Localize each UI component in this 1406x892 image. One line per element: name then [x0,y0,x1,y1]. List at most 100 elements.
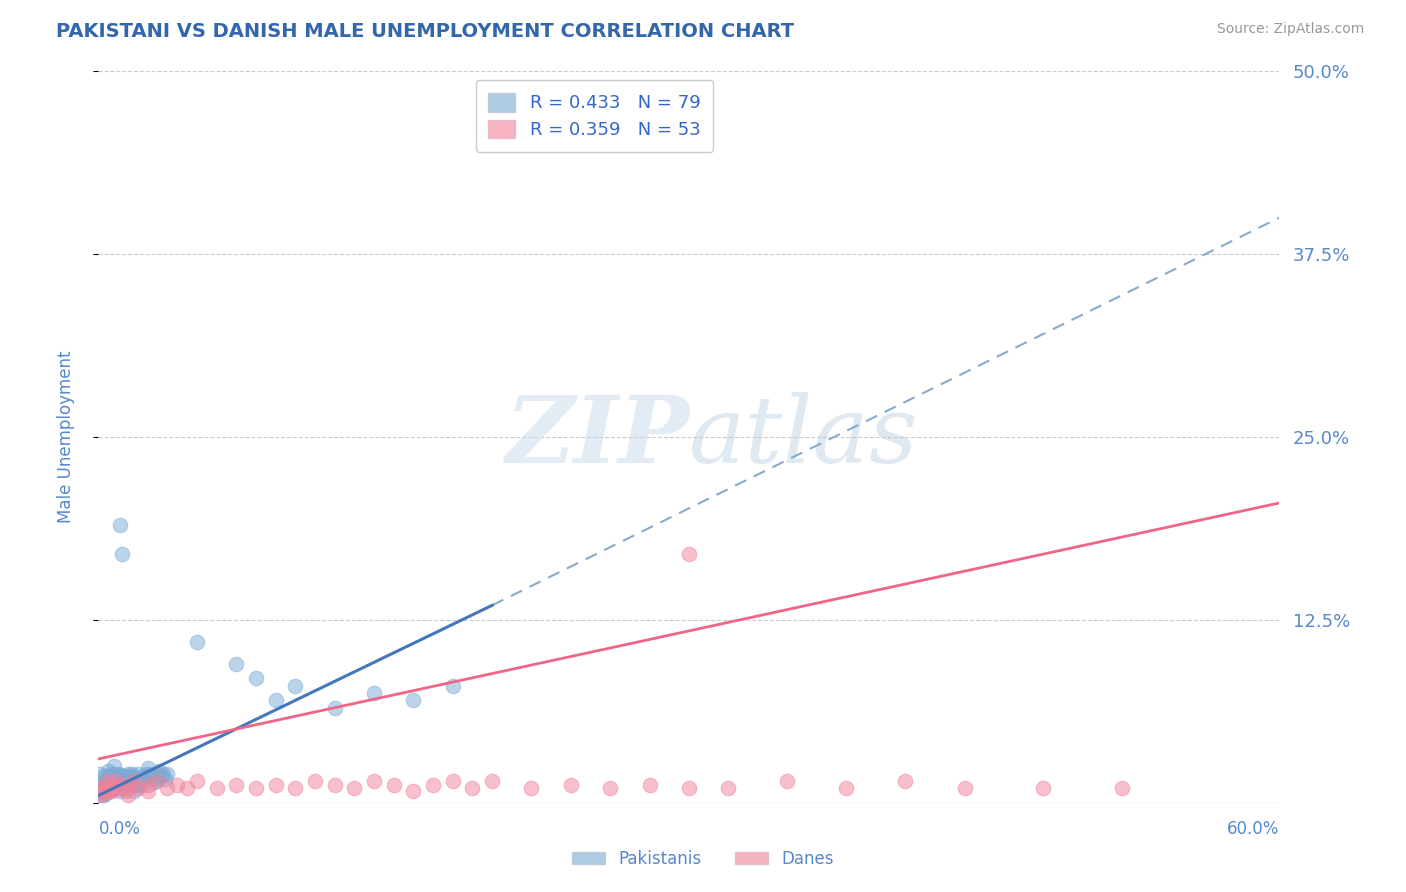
Point [136,761,159,775]
Point [122,773,145,788]
Point [127,766,149,780]
Text: atlas: atlas [689,392,918,482]
Point [117,766,139,780]
Point [111,547,134,561]
Point [98,782,121,797]
Point [141,769,163,783]
Point [96,778,118,792]
Point [481,773,503,788]
Point [138,766,160,780]
Point [103,759,125,773]
Point [150,769,173,783]
Point [111,768,134,782]
Point [93,784,115,798]
Point [108,784,131,798]
Point [953,781,976,796]
Point [101,766,124,780]
Point [152,766,174,780]
Point [118,778,141,792]
Text: 60.0%: 60.0% [1227,820,1279,838]
Point [111,781,134,796]
Point [382,778,405,792]
Point [323,778,346,792]
Point [461,781,484,796]
Point [118,773,141,788]
Point [146,773,169,788]
Point [91,773,114,788]
Point [142,775,165,789]
Point [599,781,621,796]
Point [284,679,307,693]
Point [96,775,118,789]
Point [107,769,129,783]
Point [638,778,661,792]
Point [97,772,120,787]
Point [118,769,141,783]
Point [678,547,700,561]
Point [343,781,366,796]
Point [264,693,287,707]
Point [108,772,131,787]
Point [97,773,120,788]
Point [128,772,150,787]
Point [121,766,143,780]
Point [89,789,111,803]
Point [112,781,135,796]
Point [145,772,167,787]
Legend: R = 0.433   N = 79, R = 0.359   N = 53: R = 0.433 N = 79, R = 0.359 N = 53 [475,80,713,152]
Point [186,773,208,788]
Point [136,778,159,792]
Point [122,778,145,792]
Point [101,781,124,796]
Point [93,789,115,803]
Point [117,789,139,803]
Point [135,766,157,780]
Point [560,778,582,792]
Point [422,778,444,792]
Point [117,778,139,792]
Point [245,672,267,686]
Point [146,766,169,780]
Point [115,769,138,783]
Point [122,784,145,798]
Point [97,781,120,796]
Point [89,781,111,796]
Point [93,778,115,792]
Point [363,686,385,700]
Point [520,781,543,796]
Point [103,778,125,792]
Text: 0.0%: 0.0% [98,820,141,838]
Point [91,784,114,798]
Point [894,773,917,788]
Point [441,679,464,693]
Point [125,772,148,787]
Point [93,784,115,798]
Point [323,700,346,714]
Point [105,773,128,788]
Point [101,781,124,796]
Point [132,769,155,783]
Point [107,766,129,780]
Point [304,773,326,788]
Point [98,769,121,783]
Point [107,781,129,796]
Point [93,769,115,783]
Point [835,781,858,796]
Point [115,775,138,789]
Point [101,784,124,798]
Point [166,778,188,792]
Point [245,781,267,796]
Point [96,786,118,800]
Point [97,764,120,778]
Point [127,778,149,792]
Point [98,769,121,783]
Point [101,778,124,792]
Point [89,781,111,796]
Point [103,766,125,780]
Point [402,693,425,707]
Text: PAKISTANI VS DANISH MALE UNEMPLOYMENT CORRELATION CHART: PAKISTANI VS DANISH MALE UNEMPLOYMENT CO… [56,22,794,41]
Y-axis label: Male Unemployment: Male Unemployment [56,351,75,524]
Point [225,657,247,671]
Point [105,769,128,783]
Point [402,784,425,798]
